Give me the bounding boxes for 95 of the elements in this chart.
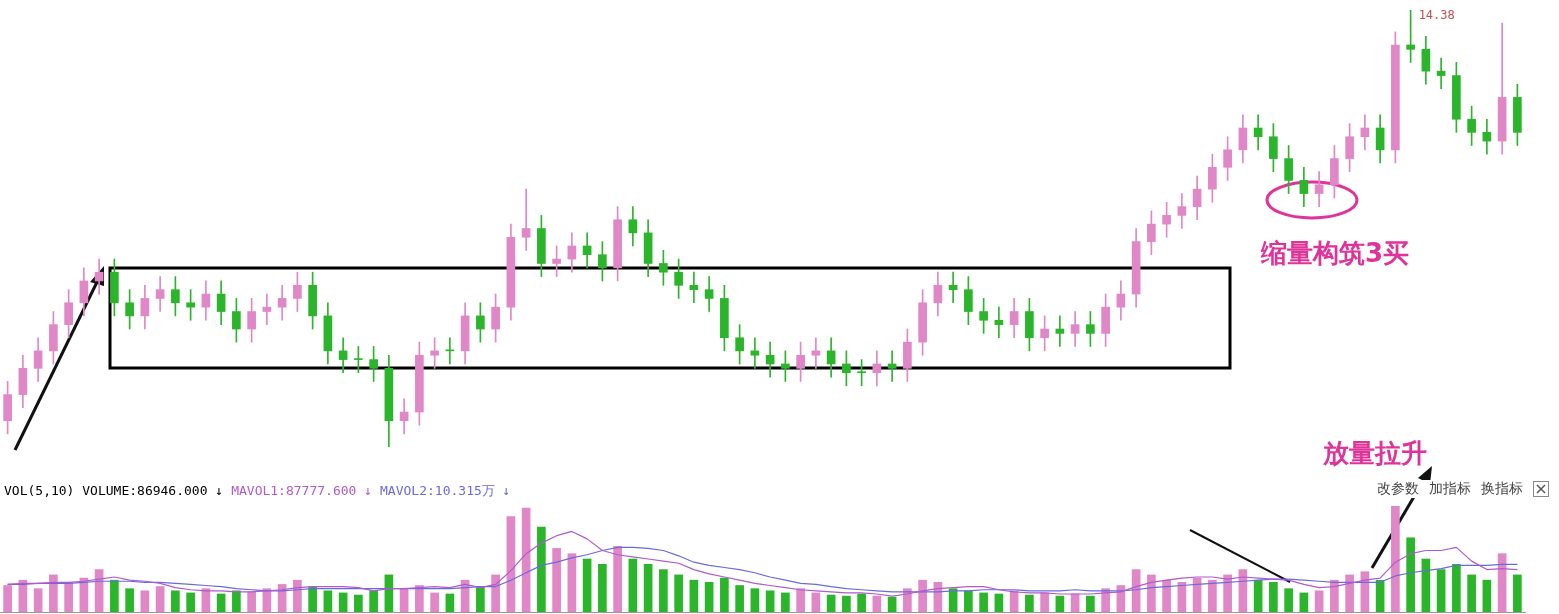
bar <box>1452 563 1461 612</box>
bar <box>826 594 836 612</box>
bar <box>140 590 150 612</box>
bar <box>1513 574 1522 612</box>
bar <box>1345 574 1354 612</box>
text: 换指标 <box>1481 480 1523 498</box>
bar <box>735 585 744 612</box>
bar <box>1314 590 1324 612</box>
bar <box>582 558 592 612</box>
bar <box>476 586 485 612</box>
bar <box>1467 574 1476 612</box>
bar <box>765 590 775 612</box>
bar <box>338 592 348 612</box>
bar <box>171 590 180 612</box>
bar <box>1391 506 1400 612</box>
candlestick <box>948 271 958 304</box>
candlestick <box>1055 315 1065 347</box>
bar <box>491 574 500 612</box>
bar <box>704 581 714 612</box>
bar <box>643 563 653 612</box>
bar <box>247 591 256 612</box>
bar <box>33 588 43 612</box>
bar <box>49 574 58 612</box>
bar <box>1269 581 1278 612</box>
bar <box>445 593 455 612</box>
candlestick <box>887 350 897 382</box>
bar <box>293 579 302 612</box>
bar <box>354 594 363 612</box>
bar <box>3 585 12 612</box>
bar <box>750 588 760 612</box>
bar <box>659 569 668 612</box>
bar <box>613 545 622 612</box>
bar <box>979 592 988 612</box>
bar <box>1208 579 1217 612</box>
bar <box>308 586 317 612</box>
bar <box>1147 574 1156 612</box>
bar <box>674 574 683 612</box>
annotation: 缩量构筑3买 <box>1259 237 1410 268</box>
bar <box>155 586 165 612</box>
bar <box>323 590 333 612</box>
bar <box>1040 592 1049 612</box>
bar <box>872 595 882 612</box>
candlestick <box>994 306 1004 339</box>
bar <box>64 581 73 612</box>
bar <box>1436 569 1446 612</box>
annotation: 14.38 <box>1418 8 1455 23</box>
candlestick <box>689 271 699 304</box>
bar <box>857 593 866 612</box>
bar <box>537 526 546 612</box>
bar <box>201 588 211 612</box>
bar <box>1482 579 1492 612</box>
bar <box>628 558 638 612</box>
bar <box>964 590 973 612</box>
bar <box>796 588 805 612</box>
candlestick <box>811 337 821 369</box>
text: MAVOL2:10.315万 ↓ <box>380 483 511 498</box>
bar <box>1223 574 1232 612</box>
candlestick <box>262 293 272 325</box>
bar <box>781 592 790 612</box>
bar <box>125 588 134 612</box>
bar <box>1284 588 1293 612</box>
bar <box>232 590 241 612</box>
bar <box>1299 592 1309 612</box>
bar <box>415 585 424 612</box>
bar <box>598 563 607 612</box>
candlestick <box>750 337 760 369</box>
bar <box>811 592 821 612</box>
bar <box>1497 553 1507 612</box>
text: 加指标 <box>1429 480 1471 498</box>
candlestick <box>521 188 531 251</box>
annotation: 放量拉升 <box>1322 437 1427 468</box>
text: 改参数 <box>1377 480 1419 498</box>
bar <box>399 588 409 612</box>
candlestick <box>1436 57 1446 89</box>
bar <box>918 579 927 612</box>
bar <box>689 579 699 612</box>
bar <box>567 553 577 612</box>
bar <box>1162 579 1171 612</box>
bar <box>887 596 897 612</box>
text: MAVOL1:87777.600 ↓ <box>231 483 373 498</box>
bar <box>994 593 1004 612</box>
bar <box>1406 537 1415 612</box>
chart-title: VOL(5,10) VOLUME:86946.000 ↓ <box>4 483 224 498</box>
bar <box>216 593 226 612</box>
bar <box>1086 595 1095 612</box>
bar <box>1055 595 1065 612</box>
bar <box>842 595 851 612</box>
bar <box>430 592 439 612</box>
bar <box>1025 594 1034 612</box>
bar <box>186 592 195 612</box>
bar <box>552 548 561 612</box>
bar <box>1330 579 1339 612</box>
bar <box>369 590 378 612</box>
bar <box>720 577 729 612</box>
bar <box>110 579 119 612</box>
